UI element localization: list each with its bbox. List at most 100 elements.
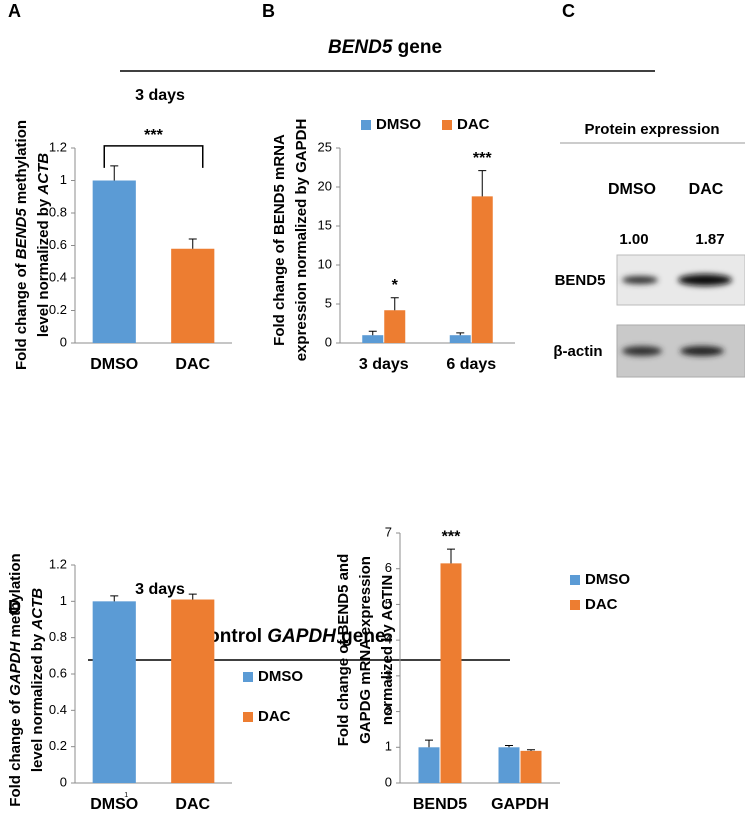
x-tick-label: 6 days [446, 356, 496, 373]
text-segment: GAPDH [7, 641, 24, 696]
significance-label: *** [473, 150, 492, 167]
bar [520, 750, 542, 783]
y-tick-label: 0.4 [49, 702, 67, 717]
y-tick-label: 0.2 [49, 302, 67, 317]
significance-label: *** [442, 528, 461, 545]
text-segment: gene [336, 626, 386, 647]
y-tick-label: 0.8 [49, 204, 67, 219]
text-segment: methylation [13, 120, 30, 208]
error-bar [505, 745, 513, 748]
chart-title: 3 days [135, 87, 185, 104]
legend-label: DMSO [376, 116, 421, 133]
text-segment: gene [392, 37, 442, 58]
x-tick-label: DAC [175, 356, 210, 373]
y-tick-label: 10 [318, 256, 332, 271]
text-segment: BEND5 [13, 208, 30, 260]
legend-label: DMSO [585, 571, 630, 588]
legend-label: DAC [258, 708, 291, 725]
text-segment: Fold change of [7, 696, 24, 807]
legend-swatch [442, 120, 452, 130]
y-tick-label: 4 [385, 632, 392, 647]
bar [171, 599, 215, 783]
chart-title: 3 days [135, 581, 185, 598]
text-segment: BEND5 [328, 37, 393, 58]
y-tick-label: 2 [385, 703, 392, 718]
bar [449, 335, 471, 343]
legend-label: DAC [585, 596, 618, 613]
bar [418, 747, 440, 783]
y-axis-label: Fold change of BEND5 mRNA [271, 134, 288, 346]
text-segment: Fold change of BEND5 and [335, 554, 352, 747]
western-blot: Protein expression DMSO DAC 1.00 1.87 BE… [553, 121, 745, 378]
text-segment: GAPDH [267, 626, 337, 647]
error-bar [447, 548, 455, 564]
y-tick-label: 6 [385, 560, 392, 575]
y-tick-label: 0 [60, 774, 67, 789]
band [680, 346, 724, 356]
footnote: 1 [124, 792, 128, 799]
x-tick-label: GAPDH [491, 796, 549, 813]
legend-swatch [361, 120, 371, 130]
panel-label: D [8, 597, 21, 617]
text-segment: level normalized by [35, 195, 52, 338]
legend-swatch [243, 712, 253, 722]
band [622, 276, 658, 284]
y-axis-label: expression normalized by GAPDH [293, 119, 310, 362]
text-segment: Fold change of [13, 259, 30, 370]
y-tick-label: 1 [60, 172, 67, 187]
y-tick-label: 1 [60, 593, 67, 608]
y-axis-label: level normalized by ACTB [29, 588, 46, 772]
y-tick-label: 0.4 [49, 269, 67, 284]
error-bar [110, 595, 119, 602]
text-segment: normalized by ACTIN [379, 575, 396, 725]
error-bar [527, 749, 535, 751]
significance-label: *** [144, 127, 163, 144]
error-bar [425, 739, 433, 748]
y-tick-label: 0 [60, 334, 67, 349]
x-tick-label: DMSO [90, 796, 138, 813]
y-tick-label: 0.6 [49, 665, 67, 680]
text-segment: level normalized by [29, 630, 46, 773]
legend-label: DAC [457, 116, 490, 133]
bar [362, 335, 384, 343]
band [622, 346, 662, 356]
legend-label: DMSO [258, 668, 303, 685]
quantification: 1.87 [695, 231, 724, 248]
bar [498, 747, 520, 783]
error-bar [188, 593, 197, 600]
y-axis-label: GAPDG mRNA expression [357, 556, 374, 744]
text-segment: GAPDG mRNA expression [357, 556, 374, 744]
y-tick-label: 5 [325, 295, 332, 310]
bar [92, 180, 136, 343]
error-bar [390, 297, 399, 311]
y-tick-label: 0.2 [49, 738, 67, 753]
lane-label: DAC [689, 181, 724, 198]
y-tick-label: 3 [385, 667, 392, 682]
y-tick-label: 5 [385, 596, 392, 611]
y-tick-label: 0 [325, 334, 332, 349]
bar [440, 563, 462, 783]
bar [171, 248, 215, 343]
legend-swatch [243, 672, 253, 682]
y-tick-label: 0.6 [49, 237, 67, 252]
quantification: 1.00 [619, 231, 648, 248]
heading: BEND5 gene [328, 37, 442, 58]
panel-label: B [262, 1, 275, 21]
x-tick-label: DAC [175, 796, 210, 813]
band [678, 274, 732, 286]
error-bar [188, 238, 197, 249]
text-segment: Fold change of BEND5 mRNA [271, 134, 288, 346]
bar [471, 196, 493, 343]
y-tick-label: 0.8 [49, 629, 67, 644]
error-bar [110, 165, 119, 181]
error-bar [368, 330, 377, 336]
panel-label: C [562, 1, 575, 21]
y-axis-label: Fold change of BEND5 methylation [13, 120, 30, 370]
panel-label: A [8, 1, 21, 21]
blot-title: Protein expression [584, 121, 719, 138]
significance-bracket [103, 145, 204, 168]
x-tick-label: BEND5 [413, 796, 467, 813]
y-tick-label: 0 [385, 774, 392, 789]
y-tick-label: 1 [385, 739, 392, 754]
